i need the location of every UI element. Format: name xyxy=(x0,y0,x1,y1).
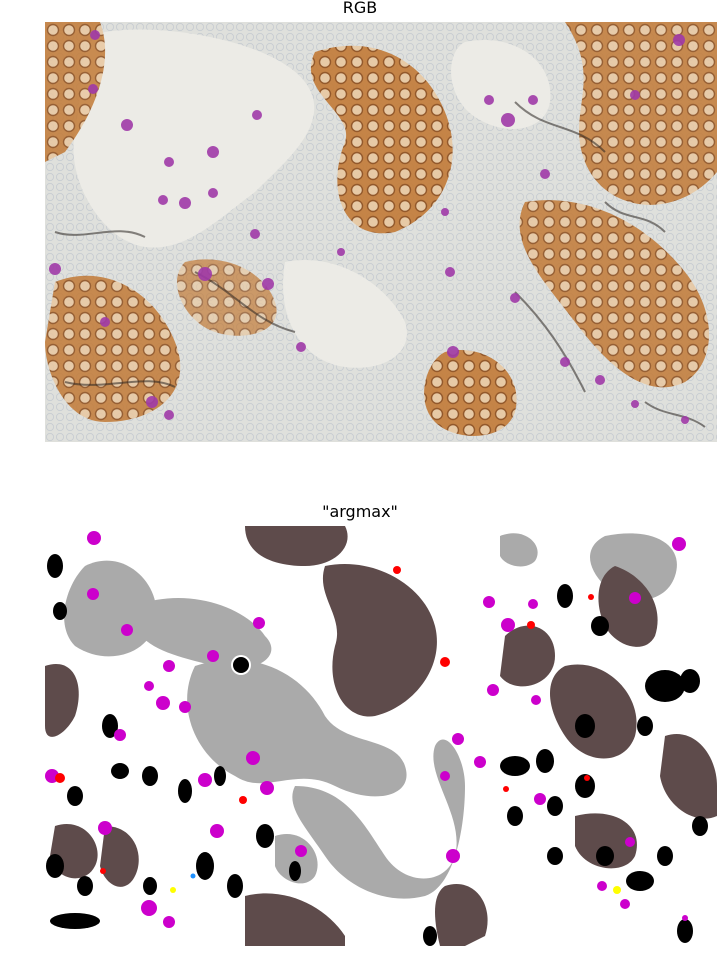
argmax-panel-title: "argmax" xyxy=(322,502,398,521)
argmax-segmentation-map xyxy=(45,526,717,946)
rgb-panel-title: RGB xyxy=(342,0,378,17)
argmax-map-drawing xyxy=(45,526,717,946)
rgb-image-drawing xyxy=(45,22,717,442)
rgb-histology-image xyxy=(45,22,717,442)
